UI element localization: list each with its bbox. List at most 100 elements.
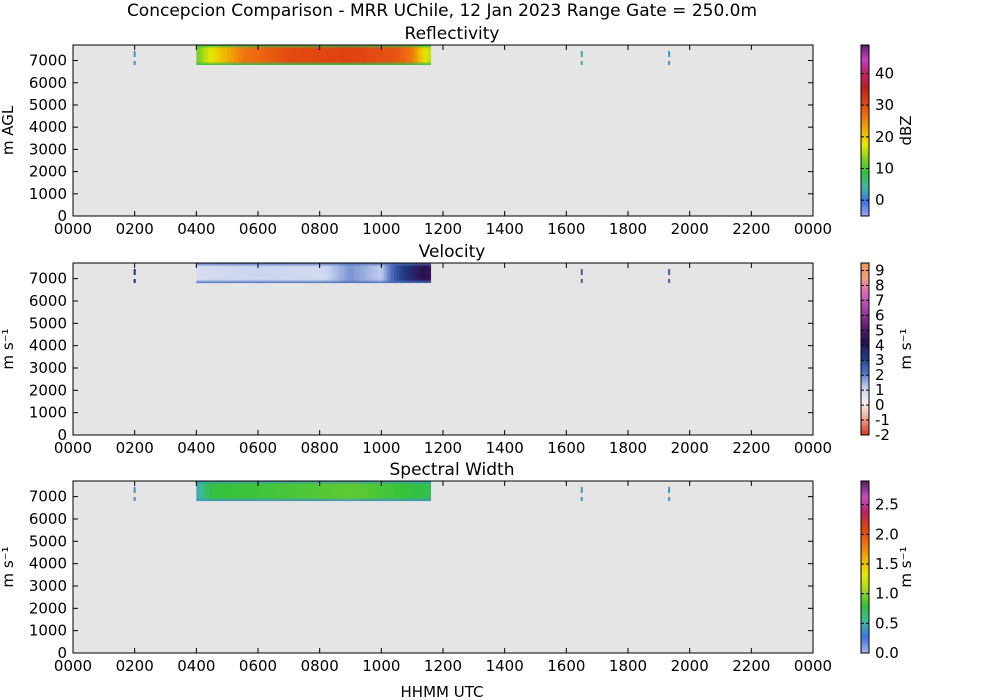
- reflectivity-y-tick-label: 2000: [29, 163, 67, 181]
- reflectivity-x-tick-label: 1800: [609, 220, 647, 238]
- velocity-data-column: [372, 263, 376, 284]
- reflectivity-data-column: [254, 45, 259, 65]
- spectral-width-y-tick-label: 0: [57, 644, 67, 662]
- spectral-width-plot-area: [73, 481, 813, 653]
- reflectivity-data-column: [291, 45, 296, 65]
- reflectivity-data-column: [208, 45, 213, 65]
- spectral-width-panel: 0000 0200 0400 0600 0800 1000 1200 1400 1600 1800…: [0, 460, 915, 675]
- velocity-x-tick-label: 1800: [609, 439, 647, 457]
- velocity-isolated-return: [668, 269, 671, 275]
- velocity-data-column: [221, 263, 225, 284]
- velocity-data-column: [288, 263, 293, 284]
- velocity-isolated-return: [580, 279, 583, 283]
- velocity-colorbar-tick-label: 1: [875, 381, 885, 399]
- velocity-data-column: [415, 263, 419, 284]
- spectral-width-colorbar-tick-label: 2.5: [875, 496, 899, 514]
- velocity-colorbar-tick-label: -2: [875, 426, 890, 444]
- velocity-colorbar-tick-label: 8: [875, 276, 885, 294]
- spectral-width-x-tick-label: 1600: [547, 657, 585, 675]
- spectral-width-data-column: [261, 481, 265, 502]
- reflectivity-colorbar-label: dBZ: [897, 115, 915, 145]
- velocity-data-column: [295, 263, 299, 284]
- velocity-colorbar-tick-label: 9: [875, 261, 885, 279]
- velocity-data-column: [291, 263, 296, 284]
- spectral-width-data-column: [381, 481, 385, 502]
- velocity-data-column: [353, 263, 358, 284]
- spectral-width-isolated-return: [580, 497, 583, 501]
- spectral-width-x-tick-label: 2000: [671, 657, 709, 675]
- velocity-data-column: [427, 263, 432, 284]
- velocity-data-column: [258, 263, 262, 284]
- reflectivity-data-column: [236, 45, 240, 65]
- reflectivity-data-column: [251, 45, 256, 65]
- spectral-width-data-column: [393, 481, 398, 502]
- velocity-x-tick-label: 0000: [794, 439, 832, 457]
- velocity-colorbar-tick-label: -1: [875, 411, 890, 429]
- spectral-width-data-column: [208, 481, 213, 502]
- velocity-data-column: [239, 263, 243, 284]
- spectral-width-isolated-return: [133, 497, 136, 501]
- velocity-data-column: [332, 263, 336, 284]
- velocity-data-column: [217, 263, 222, 284]
- velocity-y-tick-label: 7000: [29, 270, 67, 288]
- reflectivity-data-column: [273, 45, 277, 65]
- spectral-width-data-column: [304, 481, 308, 502]
- reflectivity-data-column: [338, 45, 342, 65]
- reflectivity-data-column: [196, 45, 200, 65]
- velocity-y-tick-label: 5000: [29, 314, 67, 332]
- reflectivity-data-column: [295, 45, 299, 65]
- spectral-width-data-column: [378, 481, 382, 502]
- velocity-x-tick-label: 2200: [732, 439, 770, 457]
- reflectivity-data-column: [270, 45, 274, 65]
- reflectivity-data-column: [279, 45, 284, 65]
- reflectivity-panel: 0000 0200 0400 0600 0800 1000 1200 1400 1600 1800…: [0, 24, 915, 238]
- velocity-data-column: [402, 263, 407, 284]
- reflectivity-data-column: [393, 45, 398, 65]
- reflectivity-colorbar: [860, 44, 870, 217]
- reflectivity-data-column: [217, 45, 222, 65]
- reflectivity-colorbar-tick-label: 40: [875, 65, 894, 83]
- spectral-width-data-column: [328, 481, 333, 502]
- reflectivity-x-tick-label: 0800: [301, 220, 339, 238]
- reflectivity-data-column: [239, 45, 243, 65]
- spectral-width-data-column: [347, 481, 351, 502]
- spectral-width-data-column: [276, 481, 280, 502]
- velocity-colorbar-tick-label: 0: [875, 396, 885, 414]
- spectral-width-isolated-return: [133, 487, 136, 493]
- velocity-data-column: [227, 263, 231, 284]
- spectral-width-data-column: [375, 481, 379, 502]
- reflectivity-data-column: [409, 45, 413, 65]
- velocity-data-column: [418, 263, 422, 284]
- velocity-data-column: [276, 263, 280, 284]
- reflectivity-data-column: [402, 45, 407, 65]
- velocity-data-column: [409, 263, 413, 284]
- velocity-data-column: [236, 263, 240, 284]
- velocity-x-tick-label: 1600: [547, 439, 585, 457]
- spectral-width-y-tick-label: 7000: [29, 488, 67, 506]
- spectral-width-isolated-return: [668, 487, 671, 493]
- spectral-width-data-column: [396, 481, 401, 502]
- velocity-y-tick-label: 0: [57, 426, 67, 444]
- velocity-data-column: [359, 263, 364, 284]
- spectral-width-data-column: [267, 481, 271, 502]
- reflectivity-y-tick-label: 0: [57, 207, 67, 225]
- spectral-width-data-column: [341, 481, 345, 502]
- reflectivity-data-column: [267, 45, 271, 65]
- spectral-width-data-column: [273, 481, 277, 502]
- reflectivity-data-column: [412, 45, 416, 65]
- velocity-data-column: [325, 263, 330, 284]
- spectral-width-data-column: [316, 481, 321, 502]
- velocity-data-column: [313, 263, 317, 284]
- spectral-width-data-column: [251, 481, 256, 502]
- figure-title: Concepcion Comparison - MRR UChile, 12 J…: [127, 1, 757, 21]
- spectral-width-data-column: [264, 481, 268, 502]
- reflectivity-data-column: [325, 45, 330, 65]
- velocity-data-column: [356, 263, 361, 284]
- velocity-data-column: [202, 263, 206, 284]
- reflectivity-x-tick-label: 0200: [116, 220, 154, 238]
- velocity-colorbar-tick-label: 4: [875, 336, 885, 354]
- velocity-data-column: [251, 263, 256, 284]
- velocity-y-tick-label: 6000: [29, 292, 67, 310]
- velocity-data-column: [199, 263, 203, 284]
- velocity-data-column: [390, 263, 395, 284]
